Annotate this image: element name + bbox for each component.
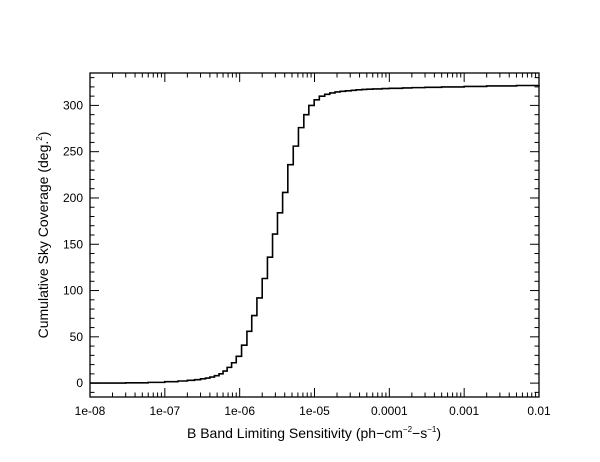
x-tick-label: 1e-06	[224, 404, 255, 418]
y-tick-label: 300	[63, 98, 83, 112]
y-axis-title-suffix: )	[35, 132, 51, 137]
x-axis-title-cm-exponent: −2	[403, 425, 413, 434]
y-tick-label: 100	[63, 284, 83, 298]
y-tick-label: 200	[63, 191, 83, 205]
x-tick-labels: 1e-08 1e-07 1e-06 1e-05 0.0001 0.001 0.01	[75, 404, 551, 418]
y-tick-label: 50	[70, 330, 84, 344]
plot-frame	[89, 72, 540, 398]
y-tick-label: 150	[63, 237, 83, 251]
y-axis-title-exponent: 2	[35, 136, 44, 141]
x-tick-label: 1e-05	[299, 404, 330, 418]
ticks-layer	[89, 73, 540, 397]
x-axis-title-s: s	[420, 425, 427, 441]
x-tick-label: 1e-08	[75, 404, 106, 418]
x-axis-title-suffix: )	[436, 425, 441, 441]
y-axis-title-main: Cumulative Sky Coverage (deg.	[35, 141, 51, 339]
y-axis-title: Cumulative Sky Coverage (deg.2)	[35, 132, 51, 339]
y-tick-label: 0	[76, 376, 83, 390]
x-tick-label: 0.01	[527, 404, 551, 418]
x-axis-title-dash2: −	[412, 425, 420, 441]
y-tick-labels: 0 50 100 150 200 250 300	[63, 98, 83, 390]
x-axis-title-dash1: −	[376, 425, 384, 441]
cumulative-coverage-line	[90, 84, 540, 384]
x-axis-title-prefix: B Band Limiting Sensitivity (ph	[187, 425, 376, 441]
x-axis-title-cm: cm	[384, 425, 403, 441]
x-axis-title-s-exponent: −1	[427, 425, 437, 434]
x-tick-label: 1e-07	[149, 404, 180, 418]
x-tick-label: 0.001	[449, 404, 479, 418]
x-tick-label: 0.0001	[371, 404, 408, 418]
y-tick-label: 250	[63, 145, 83, 159]
x-axis-title: B Band Limiting Sensitivity (ph−cm−2−s−1…	[187, 425, 441, 441]
